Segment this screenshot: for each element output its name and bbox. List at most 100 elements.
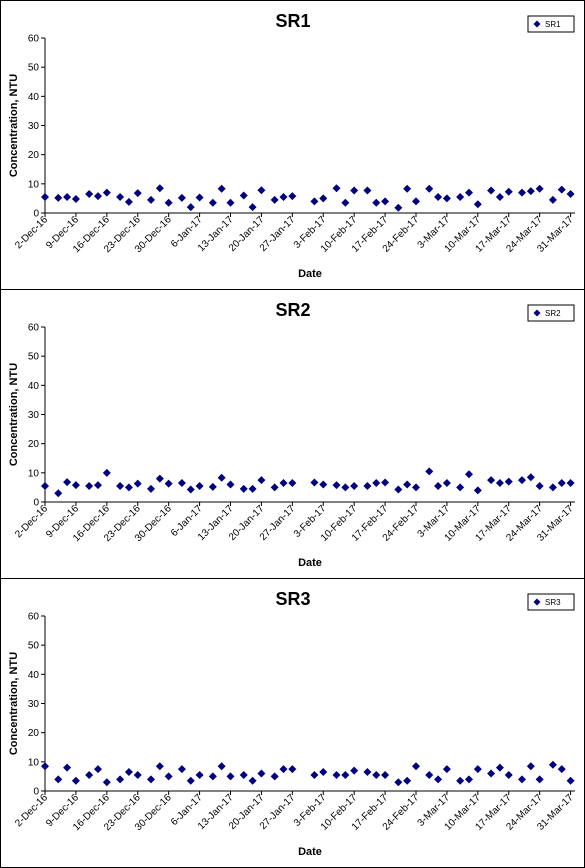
data-point <box>147 484 155 493</box>
data-point <box>94 765 102 774</box>
data-point <box>403 776 412 785</box>
data-point <box>341 483 350 492</box>
data-point <box>341 770 350 779</box>
data-point <box>41 762 49 771</box>
legend-label: SR2 <box>545 309 561 318</box>
data-point <box>319 480 328 489</box>
data-point <box>257 769 266 778</box>
y-axis-title: Concentration, NTU <box>8 652 20 755</box>
data-point <box>412 762 420 771</box>
data-point <box>332 184 341 193</box>
data-point <box>518 775 526 784</box>
data-point <box>71 481 80 490</box>
data-point <box>248 484 257 493</box>
data-point <box>456 192 465 201</box>
data-point <box>94 192 102 201</box>
data-point <box>465 470 473 479</box>
data-point <box>495 763 504 772</box>
data-point <box>116 775 125 784</box>
data-point <box>518 476 526 485</box>
data-point <box>186 203 195 212</box>
data-point <box>257 476 266 485</box>
data-point <box>425 184 434 193</box>
data-point <box>319 194 328 203</box>
data-point <box>412 197 420 206</box>
y-tick-label: 30 <box>28 699 40 710</box>
data-point <box>381 197 390 206</box>
data-point <box>487 186 496 195</box>
data-point <box>412 483 420 492</box>
data-point <box>63 763 72 772</box>
data-point <box>195 193 204 202</box>
data-point <box>226 480 235 489</box>
data-point <box>548 195 557 204</box>
data-point <box>116 481 125 490</box>
data-point <box>456 483 465 492</box>
data-point <box>133 479 142 488</box>
data-point <box>394 485 403 494</box>
y-tick-label: 60 <box>28 323 40 334</box>
data-point <box>177 193 186 202</box>
y-tick-label: 10 <box>28 468 40 479</box>
data-point <box>557 185 566 194</box>
data-point <box>85 770 94 779</box>
data-point <box>381 478 390 487</box>
data-point <box>164 479 173 488</box>
legend: SR3 <box>527 593 575 611</box>
legend-box <box>527 593 575 611</box>
y-tick-label: 40 <box>28 92 40 103</box>
data-point <box>394 778 403 787</box>
data-point <box>133 189 142 198</box>
y-tick-label: 50 <box>28 352 40 363</box>
legend-label: SR3 <box>545 598 561 607</box>
data-point <box>155 184 164 193</box>
data-point <box>310 478 319 487</box>
legend-box <box>527 15 575 33</box>
chart-panel-sr1: SR1 0 10 20 30 40 50 60 2-Dec-16 9-Dec-16 16-Dec-1… <box>0 0 585 290</box>
data-point <box>557 479 566 488</box>
data-point <box>54 193 63 202</box>
data-point <box>147 775 155 784</box>
data-point <box>124 197 133 206</box>
x-axis-title: Date <box>298 846 322 858</box>
data-point <box>465 188 473 197</box>
x-tick-label: 2-Dec-16 <box>13 792 50 829</box>
data-point <box>279 192 288 201</box>
data-point <box>239 191 248 200</box>
y-axis-title: Concentration, NTU <box>8 363 20 466</box>
data-point <box>548 760 557 769</box>
y-tick-label: 0 <box>33 787 39 798</box>
data-point <box>279 765 288 774</box>
data-point <box>85 190 94 199</box>
data-point <box>63 192 72 201</box>
legend: SR2 <box>527 304 575 322</box>
legend-label: SR1 <box>545 20 561 29</box>
y-tick-label: 20 <box>28 439 40 450</box>
data-point <box>526 762 535 771</box>
chart-title: SR3 <box>275 589 310 609</box>
data-point <box>487 476 496 485</box>
y-tick-label: 10 <box>28 179 40 190</box>
data-point <box>442 479 451 488</box>
data-point <box>495 479 504 488</box>
data-point <box>381 770 390 779</box>
y-tick-label: 60 <box>28 34 40 45</box>
data-point <box>270 772 279 781</box>
data-point <box>363 481 372 490</box>
x-axis-title: Date <box>298 268 322 280</box>
data-point <box>102 468 111 477</box>
y-tick-label: 40 <box>28 670 40 681</box>
y-tick-label: 0 <box>33 209 39 220</box>
data-point <box>195 770 204 779</box>
data-point <box>217 473 226 482</box>
data-point <box>535 481 544 490</box>
data-point <box>133 770 142 779</box>
data-point <box>177 479 186 488</box>
legend-box <box>527 304 575 322</box>
data-point <box>372 479 381 488</box>
data-point <box>63 478 72 487</box>
data-point <box>442 765 451 774</box>
data-point <box>566 776 575 785</box>
data-point <box>473 486 482 495</box>
data-point <box>434 192 443 201</box>
